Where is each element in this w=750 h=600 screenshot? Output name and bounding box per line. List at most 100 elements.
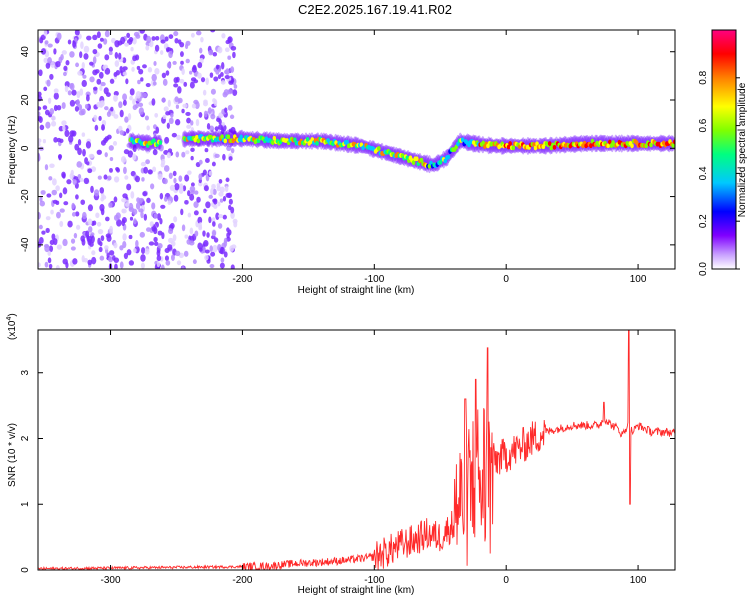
noise-cell	[79, 88, 84, 96]
noise-cell	[166, 62, 172, 69]
noise-cell	[53, 238, 58, 246]
noise-cell	[170, 254, 175, 262]
noise-cell	[63, 65, 68, 71]
noise-cell	[219, 262, 225, 269]
noise-cell	[113, 214, 120, 221]
noise-cell	[189, 193, 195, 201]
noise-cell	[225, 39, 230, 45]
noise-cell	[204, 249, 210, 254]
x-tick-label: 0	[503, 575, 509, 586]
noise-cell	[213, 198, 218, 205]
noise-cell	[143, 213, 148, 221]
noise-cell	[162, 114, 167, 120]
noise-cell	[147, 169, 153, 175]
track-cell	[239, 134, 243, 140]
noise-cell	[212, 244, 218, 253]
chart-title: C2E2.2025.167.19.41.R02	[298, 2, 452, 17]
noise-cell	[209, 245, 213, 252]
noise-cell	[123, 252, 129, 260]
noise-cell	[179, 51, 184, 57]
noise-cell	[101, 124, 105, 131]
noise-cell	[151, 73, 157, 82]
noise-cell	[104, 30, 110, 38]
snr-y-axis: 0 1 2 3	[20, 370, 675, 573]
noise-cell	[143, 166, 149, 174]
track-cell	[270, 140, 275, 146]
noise-cell	[122, 240, 127, 249]
noise-cell	[218, 213, 224, 219]
colorbar-tick-label: 0.6	[698, 118, 709, 132]
noise-cell	[82, 74, 87, 79]
noise-cell	[209, 263, 215, 269]
snr-panel: -300 -200 -100 0 100 0 1 2 3 Height of straight…	[6, 313, 676, 596]
x-tick-label: -100	[364, 575, 384, 586]
noise-cell	[90, 166, 97, 173]
spectrogram-frame	[37, 29, 676, 270]
noise-cell	[165, 260, 171, 266]
noise-cell	[44, 164, 49, 171]
noise-cell	[207, 107, 212, 114]
y-tick-label: -20	[20, 189, 31, 204]
noise-cell	[162, 78, 168, 86]
noise-cell	[77, 139, 82, 146]
noise-cell	[78, 110, 85, 116]
noise-cell	[190, 32, 195, 38]
noise-cell	[215, 64, 220, 70]
noise-cell	[41, 230, 46, 235]
noise-cell	[203, 185, 209, 192]
noise-cell	[230, 211, 235, 219]
noise-cell	[122, 66, 128, 71]
track-cell	[223, 138, 228, 144]
noise-cell	[140, 211, 144, 219]
noise-cell	[74, 106, 80, 112]
noise-cell	[81, 79, 87, 88]
noise-cell	[105, 216, 110, 222]
noise-cell	[75, 194, 79, 200]
noise-cell	[175, 104, 180, 109]
noise-cell	[97, 175, 102, 180]
noise-cell	[65, 60, 70, 66]
noise-cell	[173, 77, 179, 84]
noise-cell	[209, 72, 214, 78]
noise-cell	[151, 202, 156, 210]
noise-cell	[113, 94, 118, 102]
track-cell	[506, 144, 511, 150]
noise-cell	[213, 76, 219, 82]
noise-cell	[98, 115, 102, 121]
noise-cell	[205, 158, 210, 163]
noise-cell	[87, 226, 93, 233]
noise-cell	[53, 137, 58, 143]
noise-cell	[127, 113, 132, 121]
track-cell	[606, 143, 611, 149]
noise-cell	[177, 97, 183, 104]
noise-cell	[151, 98, 156, 106]
noise-cell	[108, 46, 113, 53]
noise-cell	[52, 199, 58, 204]
noise-cell	[122, 99, 127, 106]
noise-cell	[157, 213, 161, 221]
noise-cell	[81, 62, 85, 70]
noise-cell	[228, 204, 232, 211]
noise-cell	[226, 192, 233, 199]
noise-cell	[145, 45, 150, 51]
noise-cell	[122, 233, 127, 241]
noise-cell	[217, 201, 221, 207]
track-cell	[414, 156, 419, 162]
noise-cell	[220, 80, 226, 85]
noise-cell	[94, 69, 100, 74]
noise-cell	[98, 71, 104, 79]
noise-cell	[181, 68, 185, 75]
noise-cell	[76, 91, 81, 99]
noise-cell	[69, 99, 76, 107]
noise-cell	[233, 84, 238, 89]
noise-cell	[214, 153, 220, 158]
noise-cell	[177, 86, 182, 94]
noise-cell	[184, 174, 190, 182]
noise-cell	[217, 46, 223, 54]
noise-cell	[200, 77, 206, 83]
track-cell	[411, 160, 416, 166]
noise-cell	[171, 132, 178, 138]
noise-cell	[108, 145, 114, 151]
noise-cell	[59, 138, 64, 144]
noise-cell	[145, 82, 151, 88]
